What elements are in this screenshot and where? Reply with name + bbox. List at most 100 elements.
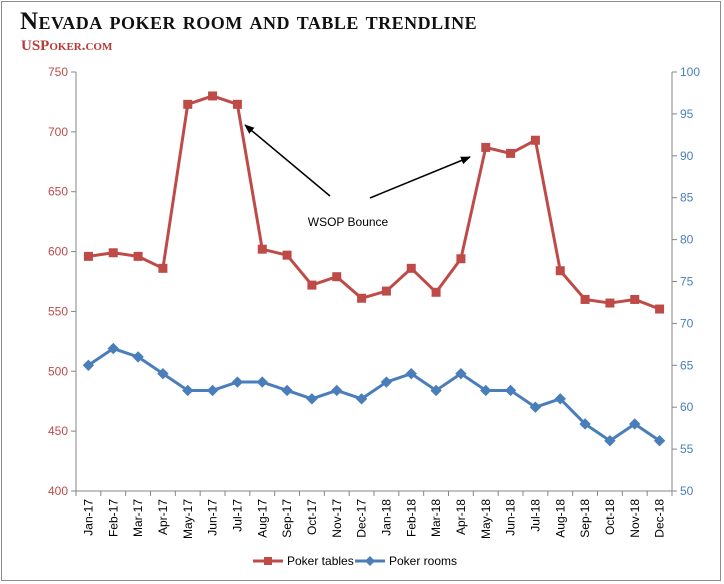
rooms-marker xyxy=(331,384,343,397)
rooms-marker xyxy=(231,376,244,388)
annotation-arrow xyxy=(369,156,471,199)
rooms-marker xyxy=(132,351,144,363)
legend-marker xyxy=(365,556,375,566)
x-tick-label: Aug-18 xyxy=(553,499,567,538)
tables-marker xyxy=(83,251,93,261)
right-tick-label: 95 xyxy=(680,107,694,121)
x-tick-label: Jun-17 xyxy=(206,499,220,536)
series-layer xyxy=(82,91,666,447)
rooms-marker xyxy=(256,376,268,388)
x-tick-label: Jul-17 xyxy=(230,499,244,532)
tables-marker xyxy=(232,99,242,109)
legend-marker xyxy=(264,557,272,565)
rooms-marker xyxy=(306,393,318,405)
x-tick-label: Sep-17 xyxy=(280,499,294,538)
rooms-marker xyxy=(579,418,591,430)
right-tick-label: 60 xyxy=(680,400,694,414)
x-tick-label: Nov-18 xyxy=(628,499,642,538)
tables-marker xyxy=(481,142,491,152)
rooms-marker xyxy=(480,384,492,397)
right-tick-label: 55 xyxy=(680,442,694,456)
right-tick-label: 80 xyxy=(680,233,694,247)
right-tick-label: 70 xyxy=(680,316,694,330)
x-tick-label: Oct-17 xyxy=(305,499,319,535)
rooms-marker xyxy=(405,367,417,380)
rooms-marker xyxy=(182,384,194,397)
tables-marker xyxy=(431,287,441,297)
tables-marker xyxy=(530,135,540,145)
x-tick-label: Sep-18 xyxy=(578,499,592,538)
tables-marker xyxy=(307,280,317,290)
rooms-marker xyxy=(455,367,467,380)
x-tick-label: Apr-18 xyxy=(454,499,468,535)
x-tick-label: May-18 xyxy=(479,499,493,539)
rooms-marker xyxy=(554,393,566,405)
x-tick-label: Dec-18 xyxy=(653,499,667,538)
legend-label: Poker tables xyxy=(287,554,354,568)
rooms-marker xyxy=(629,418,641,430)
rooms-marker xyxy=(380,376,393,388)
x-tick-label: Dec-17 xyxy=(355,499,369,538)
rooms-marker xyxy=(604,435,616,447)
right-tick-label: 75 xyxy=(680,275,694,289)
rooms-marker xyxy=(157,367,169,380)
left-tick-label: 550 xyxy=(48,304,68,318)
annotation-layer: WSOP Bounce xyxy=(244,124,471,229)
tables-marker xyxy=(381,286,391,296)
left-tick-label: 650 xyxy=(48,185,68,199)
tables-marker xyxy=(580,294,590,304)
tables-marker xyxy=(108,248,118,258)
left-tick-label: 400 xyxy=(48,484,68,498)
tables-marker xyxy=(456,254,466,264)
x-tick-label: Jan-18 xyxy=(379,499,393,536)
tables-marker xyxy=(158,263,168,273)
tables-marker xyxy=(555,266,565,276)
x-tick-label: Jan-17 xyxy=(81,499,95,536)
tables-marker xyxy=(257,244,267,254)
legend: Poker tables Poker rooms xyxy=(253,554,457,568)
rooms-marker xyxy=(107,342,119,355)
x-tick-label: Nov-17 xyxy=(330,499,344,538)
tables-marker xyxy=(183,99,193,109)
rooms-marker xyxy=(206,384,219,397)
tables-marker xyxy=(282,250,292,260)
x-tick-label: Feb-17 xyxy=(106,499,120,537)
x-tick-label: Jul-18 xyxy=(528,499,542,532)
series-line xyxy=(88,94,661,311)
tables-marker xyxy=(605,298,615,308)
legend-label: Poker rooms xyxy=(389,554,457,568)
tables-marker xyxy=(655,304,665,314)
tables-marker xyxy=(406,263,416,273)
left-tick-label: 750 xyxy=(48,65,68,79)
left-tick-label: 450 xyxy=(48,424,68,438)
annotation-label: WSOP Bounce xyxy=(308,215,389,229)
x-tick-label: Jun-18 xyxy=(504,499,518,536)
axes: 400 450 500 550 600 650 700 750 50 55 60 65 70 75 80 85… xyxy=(48,65,700,539)
x-tick-label: Oct-18 xyxy=(603,499,617,535)
tables-marker xyxy=(630,294,640,304)
x-tick-label: May-17 xyxy=(181,499,195,539)
left-tick-label: 700 xyxy=(48,125,68,139)
right-tick-label: 50 xyxy=(680,484,694,498)
left-tick-label: 500 xyxy=(48,364,68,378)
left-tick-label: 600 xyxy=(48,245,68,259)
rooms-marker xyxy=(281,384,293,397)
tables-marker xyxy=(208,91,218,101)
annotation-arrow xyxy=(244,124,331,197)
rooms-marker xyxy=(529,401,542,413)
x-tick-label: Mar-17 xyxy=(131,499,145,537)
right-tick-label: 100 xyxy=(680,65,700,79)
right-tick-label: 90 xyxy=(680,149,694,163)
brand-label: USPoker.com xyxy=(21,38,113,54)
tables-marker xyxy=(357,293,367,303)
series-line xyxy=(87,347,661,443)
rooms-marker xyxy=(82,359,95,372)
x-tick-label: Aug-17 xyxy=(255,499,269,538)
right-tick-label: 85 xyxy=(680,191,694,205)
x-tick-label: Apr-17 xyxy=(156,499,170,535)
right-tick-label: 65 xyxy=(680,358,694,372)
tables-marker xyxy=(332,272,342,282)
rooms-marker xyxy=(653,435,666,447)
chart-title: Nevada poker room and table trendline xyxy=(20,8,478,35)
